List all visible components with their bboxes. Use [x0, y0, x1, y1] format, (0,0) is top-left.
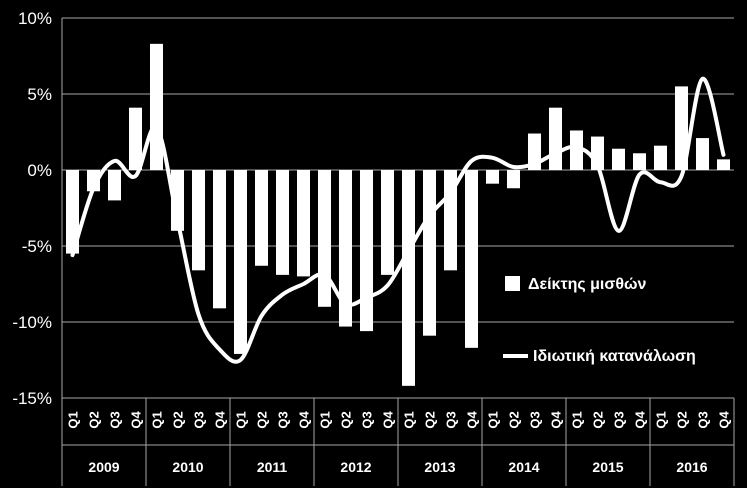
x-tick-label: Q3 [276, 411, 291, 428]
bar [464, 170, 479, 348]
x-year-label: 2014 [508, 459, 539, 475]
x-tick-label: Q4 [129, 411, 144, 429]
x-tick-label: Q2 [423, 411, 438, 428]
bar [716, 159, 731, 170]
bar [233, 170, 248, 354]
legend-swatch-bar [505, 276, 520, 291]
x-tick-label: Q2 [591, 411, 606, 428]
bar [275, 170, 290, 275]
x-tick-label: Q4 [633, 411, 648, 429]
x-axis: Q1 Q2 Q3 Q4 Q1 Q2 Q3 Q4 Q1 Q2 Q3 Q4 Q1 Q2 Q3 Q4 Q1 Q2 Q3 Q4… [61, 398, 735, 486]
bar [548, 107, 563, 170]
x-tick-label: Q1 [570, 411, 585, 428]
x-tick-label: Q4 [381, 411, 396, 429]
legend-label-bar: Δείκτης μισθών [528, 276, 646, 293]
x-tick-label: Q3 [444, 411, 459, 428]
bar [632, 153, 647, 170]
bar [695, 138, 710, 170]
x-tick-label: Q3 [108, 411, 123, 428]
bar [653, 145, 668, 170]
x-tick-label: Q2 [675, 411, 690, 428]
x-year-label: 2016 [676, 459, 707, 475]
x-year-label: 2010 [172, 459, 203, 475]
line-path [70, 76, 726, 364]
x-tick-label: Q1 [234, 411, 249, 428]
x-tick-label: Q3 [528, 411, 543, 428]
line-series [70, 76, 726, 364]
bar [212, 170, 227, 309]
x-year-label: 2009 [88, 459, 119, 475]
x-tick-label: Q3 [612, 411, 627, 428]
x-tick-label: Q2 [171, 411, 186, 428]
x-tick-label: Q4 [297, 411, 312, 429]
x-year-label: 2012 [340, 459, 371, 475]
x-tick-label: Q2 [339, 411, 354, 428]
bar [149, 43, 164, 171]
x-tick-label: Q3 [360, 411, 375, 428]
x-tick-label: Q1 [318, 411, 333, 428]
bar [107, 170, 122, 201]
x-tick-label: Q1 [66, 411, 81, 428]
x-year-label: 2015 [592, 459, 623, 475]
x-tick-label: Q4 [213, 411, 228, 429]
y-tick-label: -5% [22, 237, 52, 256]
x-tick-label: Q2 [87, 411, 102, 428]
bar [170, 170, 185, 231]
bar [401, 170, 416, 386]
bar [128, 107, 143, 170]
legend: Δείκτης μισθών Ιδιωτική κατανάλωση [503, 276, 696, 365]
bar [86, 170, 101, 192]
y-axis: 10% 5% 0% -5% -10% -15% [12, 9, 63, 408]
bar [422, 170, 437, 336]
x-tick-label: Q1 [150, 411, 165, 428]
x-year-label: 2011 [257, 459, 288, 475]
bar [611, 148, 626, 170]
y-tick-label: 10% [18, 9, 52, 28]
y-tick-label: -10% [12, 313, 52, 332]
bar [65, 170, 80, 254]
x-tick-label: Q4 [717, 411, 732, 429]
x-tick-label: Q1 [654, 411, 669, 428]
x-tick-label: Q1 [402, 411, 417, 428]
x-tick-label: Q3 [696, 411, 711, 428]
bar [191, 170, 206, 271]
bar [254, 170, 269, 266]
x-tick-label: Q4 [465, 411, 480, 429]
bar [485, 170, 500, 184]
bar [674, 86, 689, 170]
y-tick-label: -15% [12, 389, 52, 408]
bar [569, 130, 584, 170]
legend-label-line: Ιδιωτική κατανάλωση [533, 348, 696, 365]
bar [380, 170, 395, 275]
bar [359, 170, 374, 332]
bar [338, 170, 353, 327]
bar [317, 170, 332, 307]
x-year-label: 2013 [424, 459, 455, 475]
x-tick-label: Q3 [192, 411, 207, 428]
y-tick-label: 0% [27, 161, 52, 180]
bar [296, 170, 311, 277]
bar [506, 170, 521, 189]
y-tick-label: 5% [27, 85, 52, 104]
x-tick-label: Q2 [255, 411, 270, 428]
x-tick-label: Q4 [549, 411, 564, 429]
bars [65, 43, 731, 386]
x-tick-label: Q2 [507, 411, 522, 428]
x-tick-label: Q1 [486, 411, 501, 428]
